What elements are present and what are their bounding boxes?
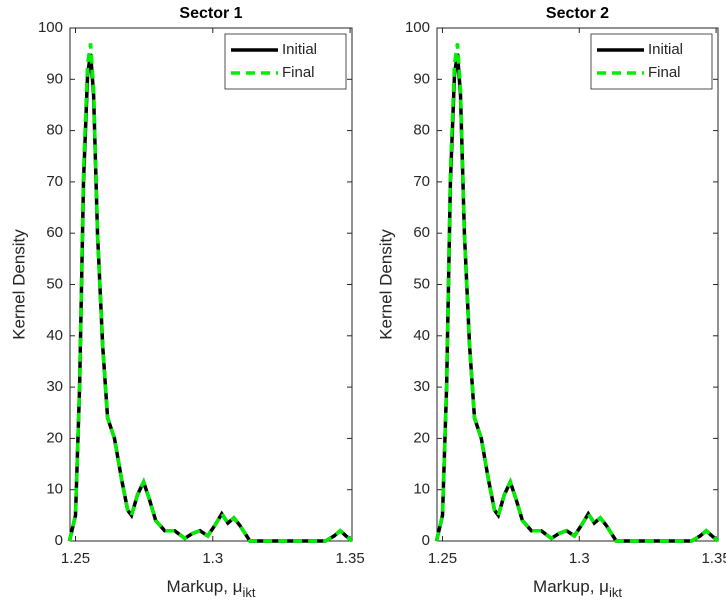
y-tick-label: 80 — [413, 122, 430, 139]
y-tick-label: 30 — [413, 378, 430, 395]
y-tick-label: 50 — [46, 275, 63, 292]
y-tick-label: 50 — [413, 275, 430, 292]
y-tick-label: 10 — [46, 481, 63, 498]
x-axis-label: Markup, μikt — [533, 577, 622, 600]
y-tick-label: 10 — [413, 481, 430, 498]
y-tick-label: 90 — [413, 70, 430, 87]
x-tick-label: 1.35 — [335, 550, 364, 567]
y-tick-label: 20 — [413, 429, 430, 446]
y-axis-label: Kernel Density — [9, 229, 28, 340]
x-tick-label: 1.3 — [202, 550, 223, 567]
legend-label: Initial — [282, 41, 317, 58]
y-tick-label: 0 — [55, 532, 63, 549]
legend-label: Final — [282, 64, 315, 81]
x-axis-label: Markup, μikt — [167, 577, 256, 600]
series-line — [67, 43, 354, 543]
y-axis-label: Kernel Density — [376, 229, 395, 340]
x-axis-label-main: Markup, μ — [533, 577, 609, 596]
y-tick-label: 40 — [46, 327, 63, 344]
y-tick-label: 80 — [46, 122, 63, 139]
y-tick-label: 20 — [46, 429, 63, 446]
legend-label: Initial — [648, 41, 683, 58]
x-tick-label: 1.35 — [701, 550, 726, 567]
legend-box — [590, 33, 713, 90]
x-axis-label-main: Markup, μ — [167, 577, 243, 596]
chart-title: Sector 2 — [546, 5, 609, 22]
x-axis-label-sub: ikt — [242, 585, 255, 600]
y-tick-label: 100 — [405, 19, 430, 36]
y-tick-label: 70 — [413, 173, 430, 190]
plot-area — [69, 27, 353, 542]
y-tick-label: 100 — [38, 19, 63, 36]
x-tick-label: 1.3 — [569, 550, 590, 567]
legend-box — [224, 33, 347, 90]
x-tick-label: 1.25 — [428, 550, 457, 567]
y-tick-label: 60 — [46, 224, 63, 241]
y-tick-label: 30 — [46, 378, 63, 395]
series-line — [434, 43, 720, 543]
x-tick-label: 1.25 — [61, 550, 90, 567]
y-tick-label: 90 — [46, 70, 63, 87]
legend-label: Final — [648, 64, 681, 81]
y-tick-label: 40 — [413, 327, 430, 344]
x-axis-label-sub: ikt — [609, 585, 622, 600]
chart-title: Sector 1 — [179, 5, 242, 22]
plot-area — [436, 27, 719, 542]
y-tick-label: 70 — [46, 173, 63, 190]
y-tick-label: 60 — [413, 224, 430, 241]
y-tick-label: 0 — [422, 532, 430, 549]
